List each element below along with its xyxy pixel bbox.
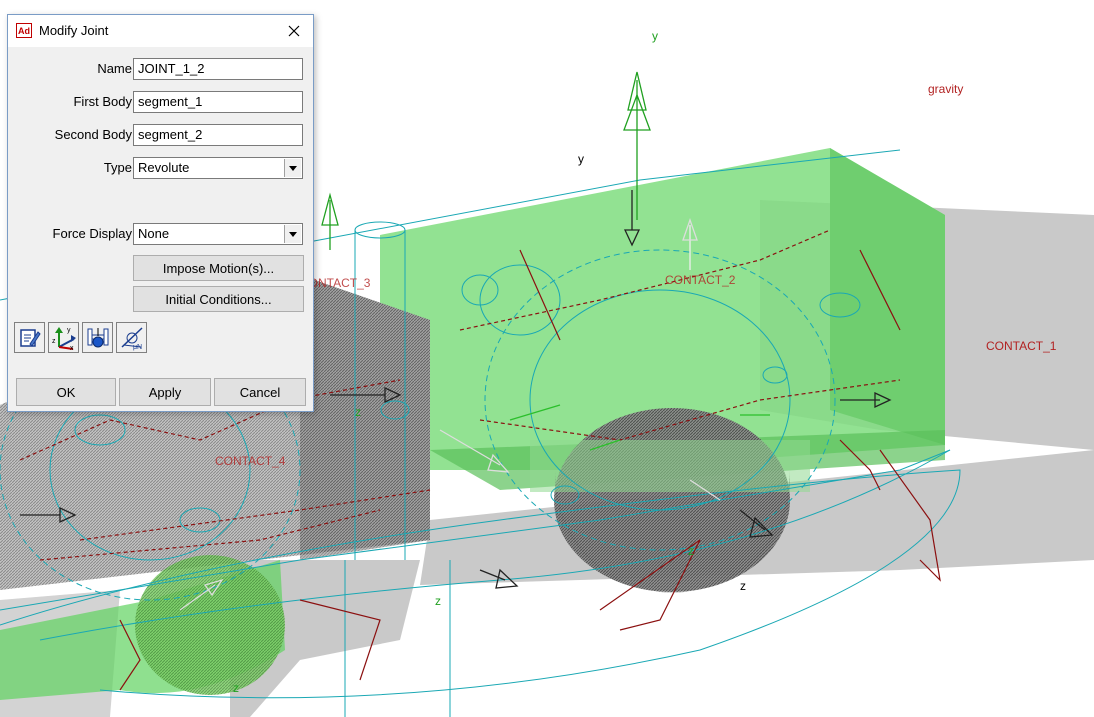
axis-label-z: z: [355, 405, 361, 419]
ok-button[interactable]: OK: [16, 378, 116, 406]
body-segment-2[interactable]: [380, 148, 945, 593]
force-display-label: Force Display: [52, 226, 132, 241]
axis-label-z: z: [740, 579, 746, 593]
coordinate-axes-button[interactable]: z y x: [48, 322, 79, 353]
axis-label-z: z: [688, 544, 694, 558]
svg-text:y: y: [67, 327, 71, 334]
contact-label: CONTACT_1: [986, 339, 1057, 353]
name-field[interactable]: JOINT_1_2: [133, 58, 303, 80]
coordinate-axes-icon: z y x: [52, 326, 76, 351]
app-icon: Ad: [16, 23, 32, 38]
type-select[interactable]: Revolute: [133, 157, 303, 179]
axis-label-y: y: [652, 29, 658, 43]
svg-text:z: z: [52, 338, 56, 345]
impose-motion-button[interactable]: Impose Motion(s)...: [133, 255, 304, 281]
body-segment-1[interactable]: [0, 275, 430, 700]
close-icon: [288, 25, 300, 37]
type-select-value: Revolute: [138, 160, 190, 175]
dialog-titlebar[interactable]: Ad Modify Joint: [8, 15, 313, 47]
initial-conditions-button[interactable]: Initial Conditions...: [133, 286, 304, 312]
edit-properties-button[interactable]: [14, 322, 45, 353]
contact-label: CONTACT_3: [300, 276, 371, 290]
marker-lines: [19, 229, 941, 691]
joint-primitive-icon: [87, 327, 108, 347]
modify-joint-dialog: Ad Modify Joint Name JOINT_1_2 First Bod…: [7, 14, 314, 412]
friction-icon: μN: [120, 326, 143, 351]
green-axis-markers: [321, 71, 770, 451]
svg-text:x: x: [70, 345, 74, 351]
friction-button[interactable]: μN: [116, 322, 147, 353]
axis-label-z: z: [233, 681, 239, 695]
first-body-field[interactable]: segment_1: [133, 91, 303, 113]
force-display-select-value: None: [138, 226, 170, 241]
cancel-button[interactable]: Cancel: [214, 378, 306, 406]
first-body-label: First Body: [73, 94, 132, 109]
dialog-title: Modify Joint: [39, 23, 109, 38]
marker-arrows: [20, 190, 892, 611]
type-label: Type: [103, 160, 132, 175]
edit-properties-icon: [19, 328, 41, 347]
close-button[interactable]: [277, 17, 311, 45]
viewport-labels: y y z z z z z gravity CONTACT_1 CONTACT_…: [215, 29, 1057, 695]
name-label: Name: [97, 61, 132, 76]
joint-primitive-button[interactable]: [82, 322, 113, 353]
second-body-label: Second Body: [54, 127, 132, 142]
apply-button[interactable]: Apply: [119, 378, 211, 406]
force-display-select[interactable]: None: [133, 223, 303, 245]
second-body-field[interactable]: segment_2: [133, 124, 303, 146]
axis-label-y: y: [578, 152, 584, 166]
chevron-down-icon[interactable]: [284, 159, 301, 177]
svg-text:μN: μN: [133, 344, 142, 351]
contact-label: CONTACT_4: [215, 454, 286, 468]
chevron-down-icon[interactable]: [284, 225, 301, 243]
gravity-label: gravity: [928, 82, 963, 96]
axis-label-z: z: [435, 594, 441, 608]
contact-label: CONTACT_2: [665, 273, 736, 287]
